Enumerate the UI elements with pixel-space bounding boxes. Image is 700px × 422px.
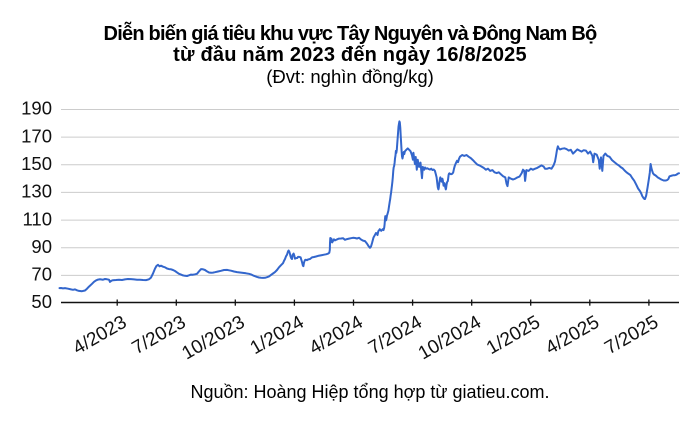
svg-text:7/2023: 7/2023 bbox=[129, 312, 190, 359]
svg-text:4/2024: 4/2024 bbox=[306, 312, 367, 359]
svg-text:50: 50 bbox=[31, 291, 52, 312]
svg-text:1/2024: 1/2024 bbox=[247, 312, 308, 359]
svg-text:1/2025: 1/2025 bbox=[483, 312, 544, 359]
svg-text:110: 110 bbox=[23, 208, 53, 229]
svg-text:4/2023: 4/2023 bbox=[70, 312, 131, 359]
svg-text:7/2025: 7/2025 bbox=[601, 312, 662, 359]
svg-text:150: 150 bbox=[21, 153, 52, 174]
svg-text:7/2024: 7/2024 bbox=[365, 312, 426, 359]
svg-text:190: 190 bbox=[21, 98, 52, 119]
svg-text:10/2023: 10/2023 bbox=[179, 312, 249, 365]
svg-text:70: 70 bbox=[31, 264, 52, 285]
svg-text:90: 90 bbox=[31, 236, 52, 257]
svg-text:10/2024: 10/2024 bbox=[415, 312, 485, 365]
svg-text:130: 130 bbox=[21, 181, 52, 202]
svg-text:4/2025: 4/2025 bbox=[542, 312, 603, 359]
svg-text:170: 170 bbox=[21, 125, 52, 146]
